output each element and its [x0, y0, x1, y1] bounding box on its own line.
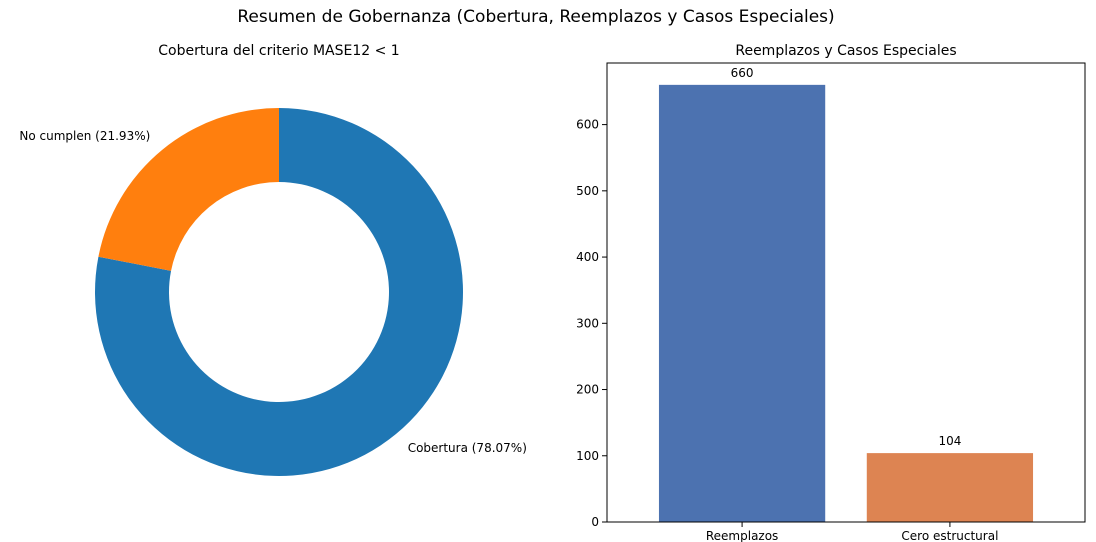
donut-slice [95, 108, 463, 476]
bar-data-label: 660 [731, 66, 754, 80]
x-tick-label: Reemplazos [706, 529, 778, 542]
donut-labels: Cobertura (78.07%) No cumplen (21.93%) [19, 129, 526, 455]
y-axis-ticks: 0 100 200 300 400 500 600 [576, 118, 607, 529]
donut-slice-label: Cobertura (78.07%) [408, 441, 527, 455]
bar-data-labels: 660 104 [731, 66, 962, 448]
donut-slices [95, 108, 463, 476]
y-tick-label: 500 [576, 184, 599, 198]
bar [658, 84, 826, 522]
bar [866, 453, 1034, 522]
donut-chart-title: Cobertura del criterio MASE12 < 1 [158, 43, 399, 59]
donut-slice-label: No cumplen (21.93%) [19, 129, 150, 143]
y-tick-label: 200 [576, 383, 599, 397]
bar-chart-title: Reemplazos y Casos Especiales [735, 43, 956, 59]
y-tick-label: 600 [576, 118, 599, 132]
x-tick-label: Cero estructural [901, 529, 998, 542]
y-tick-label: 0 [591, 515, 599, 529]
plot-frame [606, 62, 1086, 523]
bars [658, 84, 1034, 522]
bar-chart: Reemplazos y Casos Especiales 0 100 200 300… [576, 43, 1086, 542]
donut-chart: Cobertura del criterio MASE12 < 1 Cobert… [19, 43, 527, 476]
donut-slice [98, 108, 279, 271]
y-tick-label: 100 [576, 449, 599, 463]
figure-title: Resumen de Gobernanza (Cobertura, Reempl… [237, 7, 834, 27]
x-axis-ticks: Reemplazos Cero estructural [706, 522, 998, 542]
y-tick-label: 300 [576, 316, 599, 330]
y-tick-label: 400 [576, 250, 599, 264]
bar-data-label: 104 [938, 434, 961, 448]
